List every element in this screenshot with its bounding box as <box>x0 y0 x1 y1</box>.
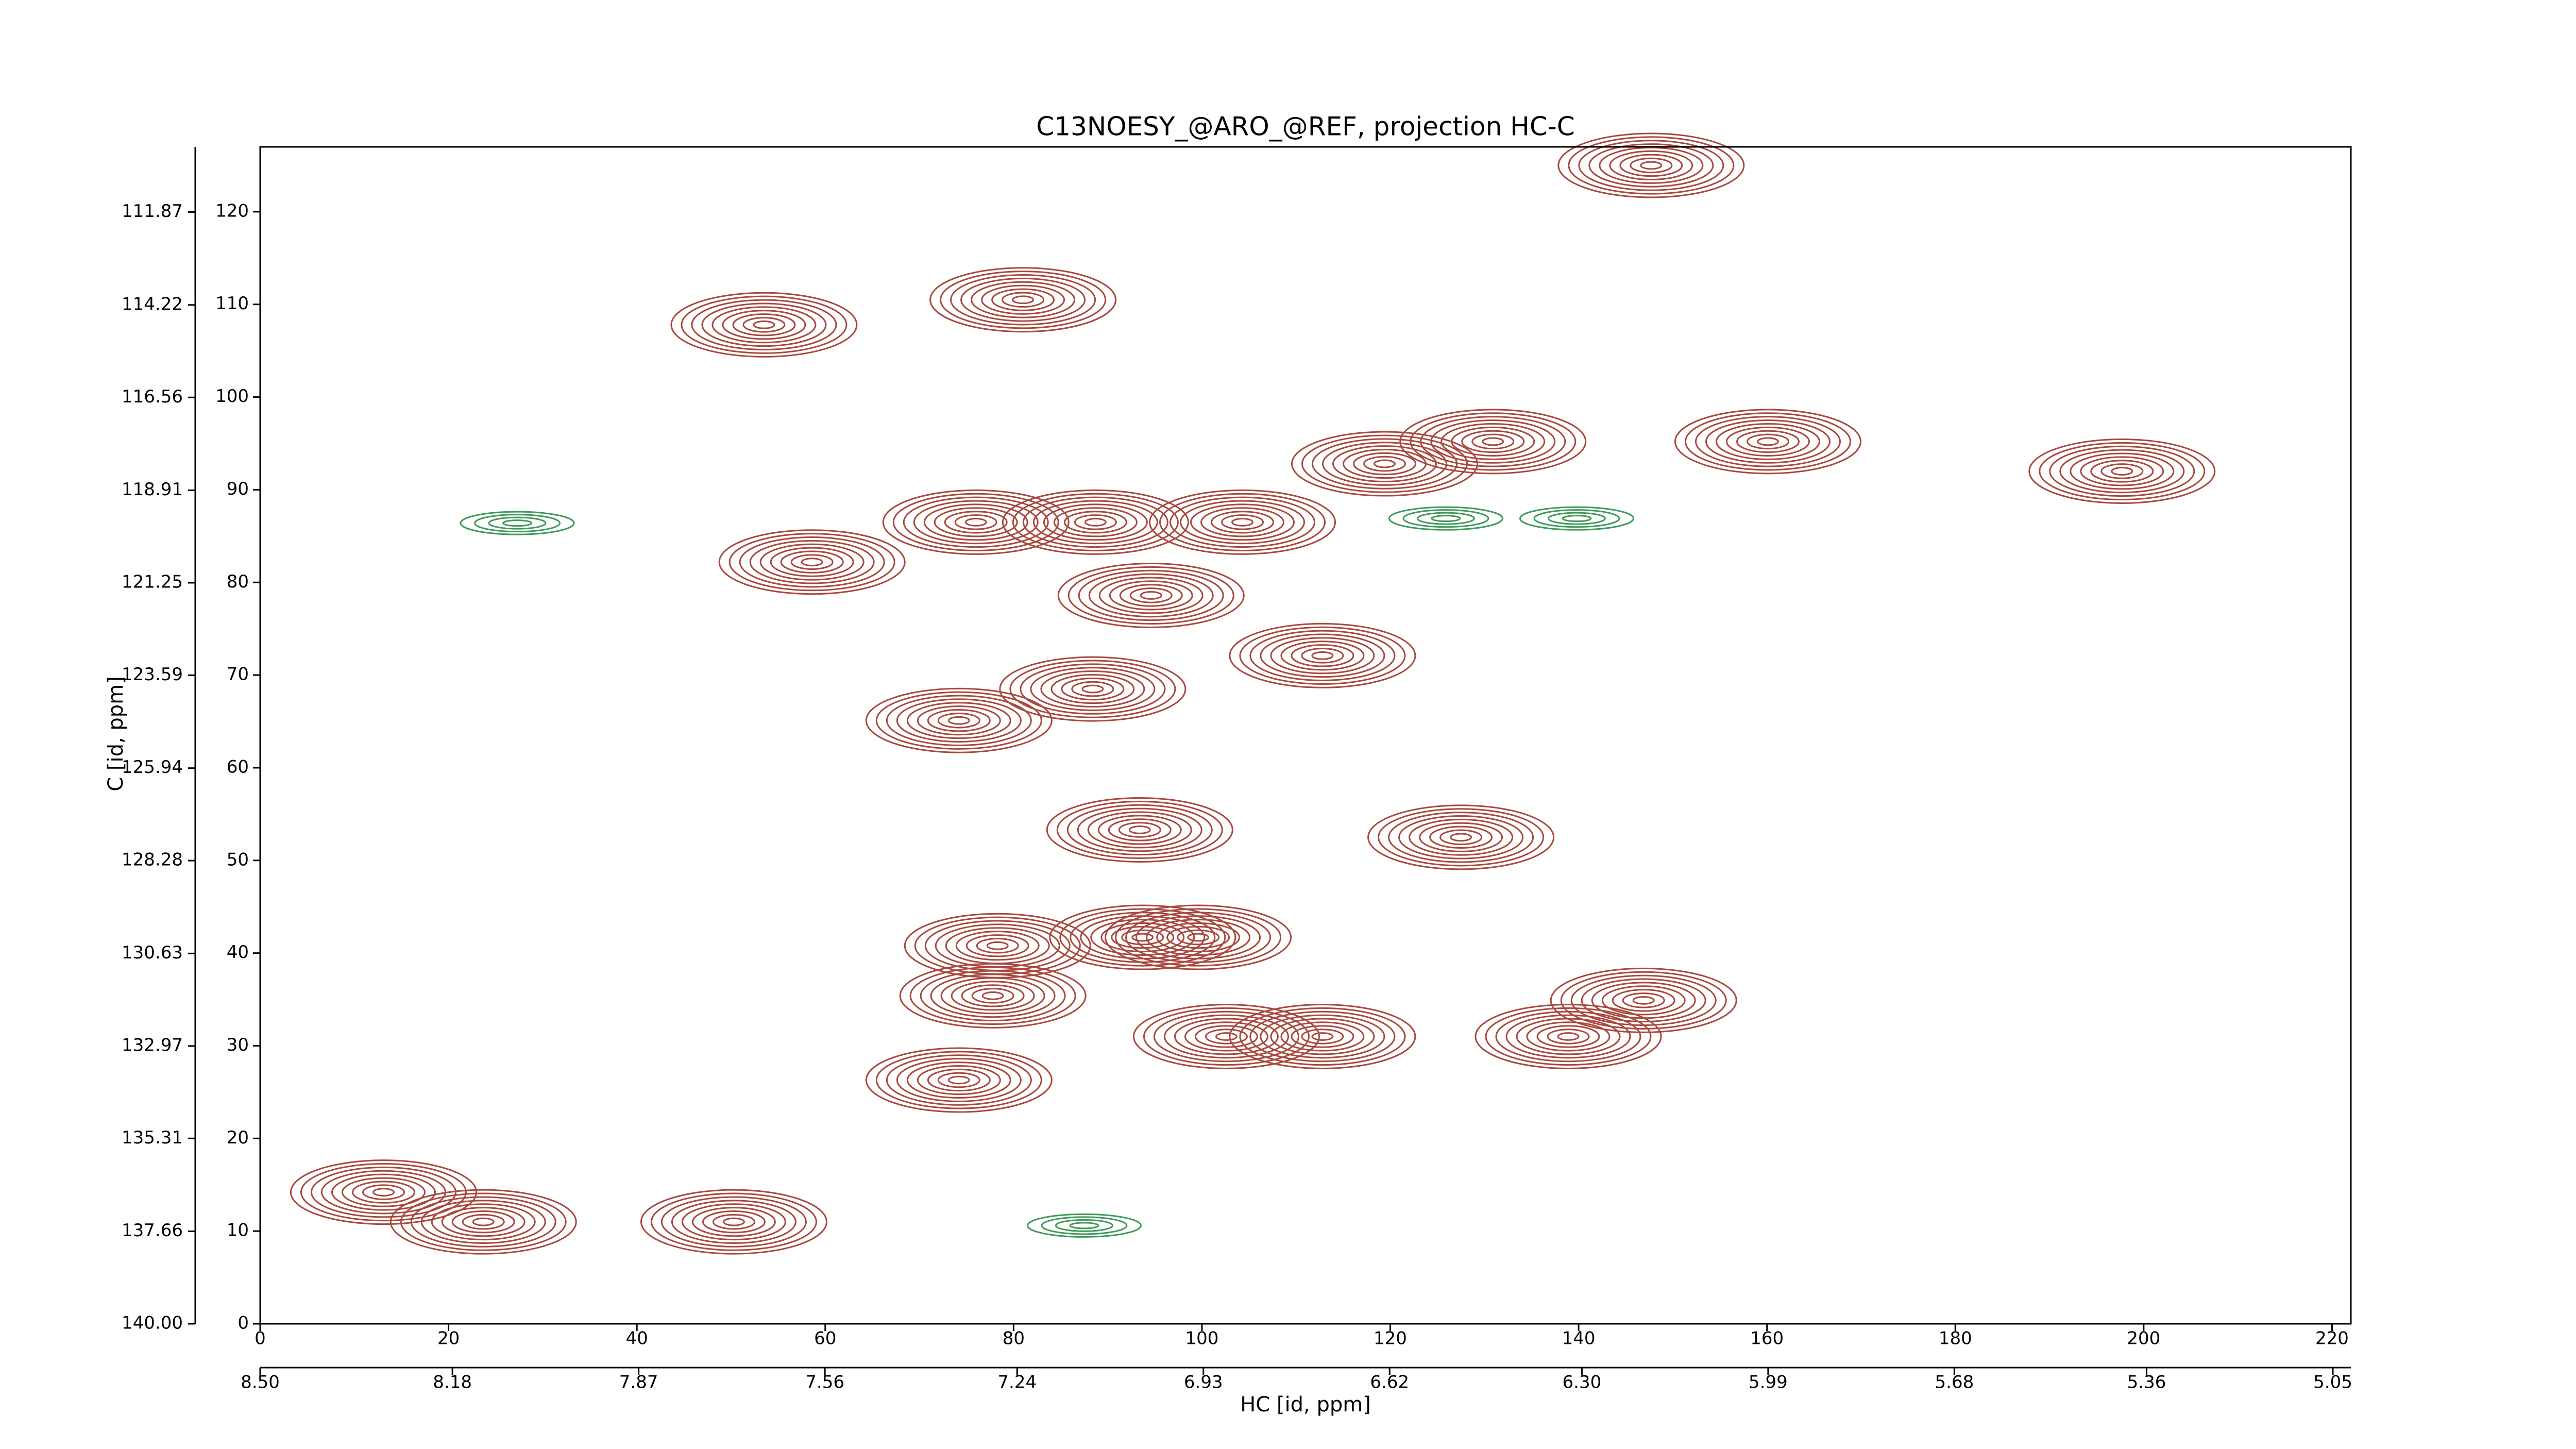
y-tick-label: 40 <box>227 942 249 963</box>
x-tick-label: 120 <box>1374 1328 1407 1349</box>
x2-tick-label: 5.36 <box>2127 1372 2166 1393</box>
x-tick-label: 100 <box>1185 1328 1218 1349</box>
peak <box>2028 438 2216 504</box>
y2-tick-label: 130.63 <box>122 942 183 963</box>
x-tick-label: 220 <box>2315 1328 2349 1349</box>
peak <box>1002 489 1189 555</box>
y2-tick-label: 140.00 <box>122 1313 183 1334</box>
x-tick-label: 0 <box>255 1328 266 1349</box>
y-tick-label: 80 <box>227 571 249 592</box>
x2-tick-label: 5.68 <box>1935 1372 1974 1393</box>
x-tick-label: 40 <box>626 1328 648 1349</box>
peak <box>1399 409 1587 475</box>
x2-tick-label: 7.24 <box>997 1372 1037 1393</box>
x-tick-label: 20 <box>437 1328 460 1349</box>
peak <box>1049 904 1236 970</box>
x2-tick-label: 5.99 <box>1749 1372 1788 1393</box>
peak <box>865 687 1053 753</box>
peak <box>1105 904 1292 970</box>
y2-tick-label: 116.56 <box>122 386 183 407</box>
peak <box>929 267 1117 333</box>
y-tick-label: 90 <box>227 479 249 499</box>
peak <box>1026 1213 1142 1238</box>
x2-tick-label: 5.05 <box>2313 1372 2352 1393</box>
y-tick-label: 60 <box>227 756 249 777</box>
peak <box>1229 1003 1416 1069</box>
y-tick-label: 10 <box>227 1220 249 1241</box>
peak <box>389 1189 577 1255</box>
plot-frame <box>259 146 2352 1325</box>
x-tick-label: 80 <box>1003 1328 1025 1349</box>
y2-tick-label: 125.94 <box>122 757 183 778</box>
peak <box>1046 797 1233 863</box>
y-axis-label: C [id, ppm] <box>104 676 128 791</box>
y-tick-label: 70 <box>227 664 249 685</box>
x2-tick-label: 6.93 <box>1184 1372 1223 1393</box>
y-tick-label: 100 <box>215 386 249 407</box>
x2-tick-label: 6.30 <box>1563 1372 1602 1393</box>
peak <box>640 1189 827 1255</box>
peak <box>1674 409 1862 475</box>
y2-tick-label: 137.66 <box>122 1220 183 1241</box>
y-tick-label: 50 <box>227 849 249 870</box>
x-tick-label: 200 <box>2127 1328 2160 1349</box>
y2-tick-label: 132.97 <box>122 1035 183 1055</box>
plot-area <box>290 132 2216 1255</box>
peak <box>1550 967 1737 1033</box>
y2-tick-label: 128.28 <box>122 850 183 870</box>
peak <box>1367 804 1555 870</box>
x2-tick-label: 7.56 <box>805 1372 844 1393</box>
peak <box>865 1047 1053 1113</box>
peak <box>1057 562 1245 628</box>
y-tick-label: 120 <box>215 200 249 221</box>
y2-tick-label: 135.31 <box>122 1127 183 1148</box>
y2-tick-label: 111.87 <box>122 201 183 222</box>
peak <box>1132 1003 1320 1069</box>
x2-tick-label: 8.18 <box>433 1372 472 1393</box>
x-tick-label: 140 <box>1562 1328 1596 1349</box>
peak <box>718 529 906 595</box>
y-tick-label: 0 <box>238 1313 249 1334</box>
peak <box>999 656 1187 722</box>
y2-tick-label: 114.22 <box>122 294 183 314</box>
x2-tick-label: 6.62 <box>1370 1372 1409 1393</box>
y-tick-label: 20 <box>227 1127 249 1148</box>
peak <box>1557 132 1745 198</box>
peak <box>1291 431 1479 497</box>
peak <box>1229 622 1416 688</box>
peak <box>899 963 1087 1029</box>
peak <box>1388 506 1503 531</box>
y2-tick-label: 118.91 <box>122 479 183 500</box>
peak <box>460 511 575 535</box>
chart-title: C13NOESY_@ARO_@REF, projection HC-C <box>1036 112 1574 142</box>
y-tick-label: 30 <box>227 1035 249 1055</box>
peak <box>1149 489 1336 555</box>
peak <box>882 489 1070 555</box>
y-tick-label: 110 <box>215 293 249 314</box>
x-tick-label: 60 <box>814 1328 836 1349</box>
x-tick-label: 180 <box>1939 1328 1972 1349</box>
y2-tick-label: 123.59 <box>122 664 183 685</box>
x2-tick-label: 7.87 <box>619 1372 658 1393</box>
x2-tick-label: 8.50 <box>241 1372 280 1393</box>
peak <box>1519 506 1634 531</box>
y2-tick-label: 121.25 <box>122 571 183 592</box>
x-axis-label: HC [id, ppm] <box>1240 1393 1371 1417</box>
peak <box>670 292 858 358</box>
x-tick-label: 160 <box>1750 1328 1784 1349</box>
